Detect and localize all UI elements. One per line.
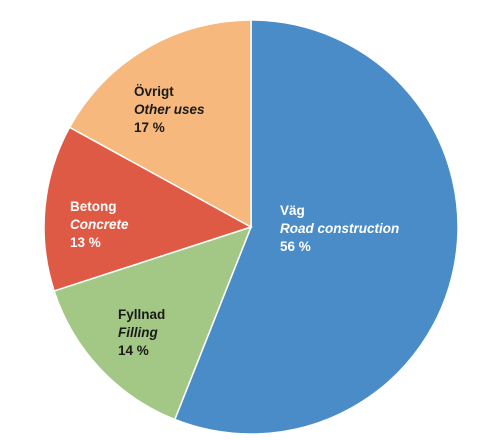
slice-label-en: Road construction (280, 221, 399, 236)
slice-label-en: Concrete (70, 217, 129, 232)
slice-label-en: Other uses (134, 102, 205, 117)
slice-label-sv: Väg (280, 203, 305, 218)
slice-label-sv: Betong (70, 199, 117, 214)
pie-slice-road-construction (173, 19, 459, 435)
pie-labels: Väg Road construction 56 % Fyllnad Filling 14… (70, 84, 399, 358)
slice-label-sv: Övrigt (134, 84, 174, 99)
pie-slice-concrete (43, 126, 253, 292)
slice-value-label: 13 % (70, 235, 101, 250)
slice-value-label: 56 % (280, 239, 311, 254)
slice-value-label: 14 % (118, 343, 149, 358)
pie-slices (43, 19, 459, 435)
pie-slice-other-uses (68, 19, 252, 229)
slice-value-label: 17 % (134, 120, 165, 135)
slice-label-sv: Fyllnad (118, 307, 165, 322)
slice-label-en: Filling (118, 325, 158, 340)
